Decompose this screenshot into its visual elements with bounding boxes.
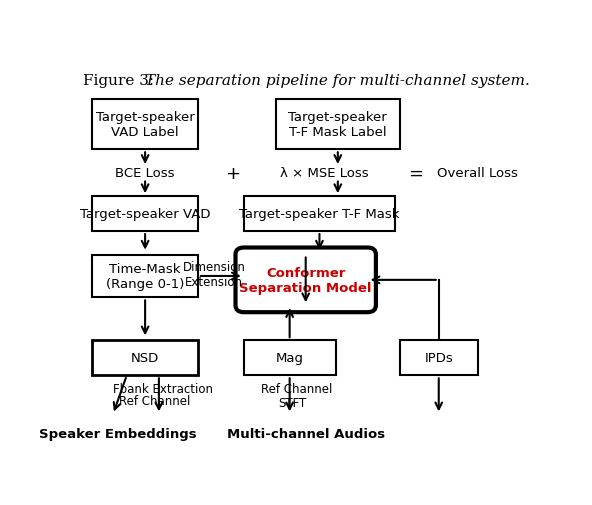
Bar <box>92 196 198 232</box>
FancyBboxPatch shape <box>236 248 376 313</box>
Text: Target-speaker
T-F Mask Label: Target-speaker T-F Mask Label <box>288 111 387 139</box>
Text: Multi-channel Audios: Multi-channel Audios <box>227 427 385 440</box>
Text: Speaker Embeddings: Speaker Embeddings <box>38 427 197 440</box>
Bar <box>92 340 198 376</box>
Text: IPDs: IPDs <box>424 351 453 365</box>
Bar <box>276 99 400 150</box>
Bar <box>244 340 336 376</box>
Bar <box>244 196 395 232</box>
Text: NSD: NSD <box>131 351 159 365</box>
Text: Conformer
Separation Model: Conformer Separation Model <box>239 266 372 294</box>
Bar <box>92 255 198 298</box>
Text: The separation pipeline for multi-channel system.: The separation pipeline for multi-channe… <box>145 74 530 88</box>
Text: Fbank Extraction: Fbank Extraction <box>114 383 214 395</box>
Text: Overall Loss: Overall Loss <box>437 167 518 180</box>
Text: Ref Channel: Ref Channel <box>261 383 332 395</box>
Text: STFT: STFT <box>278 396 306 409</box>
Text: Ref Channel: Ref Channel <box>118 394 190 408</box>
Text: Dimension
Extension: Dimension Extension <box>182 261 245 288</box>
Text: =: = <box>408 165 423 182</box>
Text: Figure 3:: Figure 3: <box>83 74 159 88</box>
Text: Target-speaker VAD: Target-speaker VAD <box>80 208 210 221</box>
Text: +: + <box>225 165 240 182</box>
Text: Time-Mask
(Range 0-1): Time-Mask (Range 0-1) <box>106 263 184 290</box>
Text: BCE Loss: BCE Loss <box>115 167 175 180</box>
Text: Target-speaker T-F Mask: Target-speaker T-F Mask <box>239 208 400 221</box>
Bar <box>92 99 198 150</box>
Bar <box>400 340 478 376</box>
Text: Mag: Mag <box>276 351 304 365</box>
Text: λ × MSE Loss: λ × MSE Loss <box>280 167 368 180</box>
Text: Target-speaker
VAD Label: Target-speaker VAD Label <box>96 111 195 139</box>
